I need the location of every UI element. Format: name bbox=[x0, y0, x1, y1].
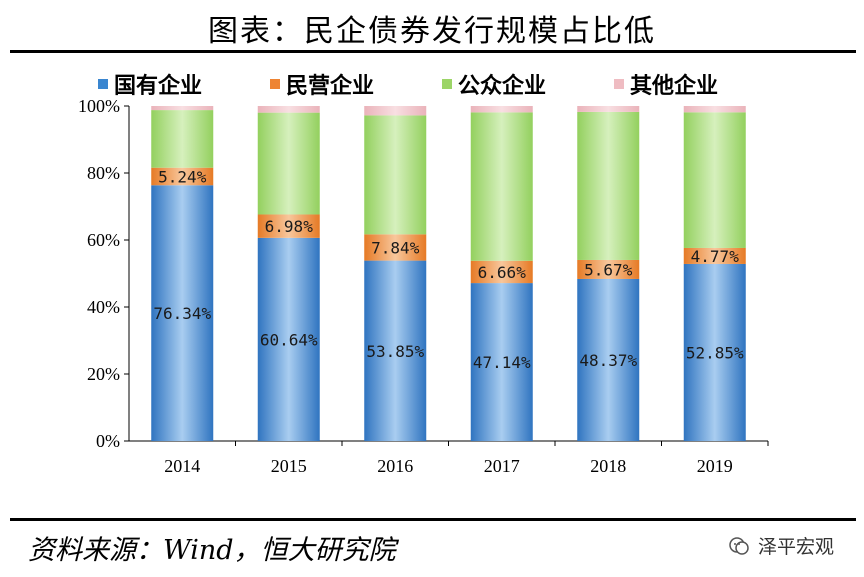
bar-segment-2 bbox=[151, 110, 214, 168]
legend-item-private: 民营企业 bbox=[270, 68, 442, 100]
y-tick-label: 60% bbox=[87, 230, 120, 250]
bar-segment-0 bbox=[151, 185, 214, 441]
data-label: 6.66% bbox=[478, 263, 527, 282]
legend-item-public: 公众企业 bbox=[442, 68, 614, 100]
y-tick-label: 80% bbox=[87, 163, 120, 183]
bar-segment-2 bbox=[683, 112, 746, 248]
legend-swatch-public bbox=[442, 79, 452, 89]
legend-item-soe: 国有企业 bbox=[98, 68, 270, 100]
bar-segment-0 bbox=[257, 237, 320, 441]
data-label: 60.64% bbox=[260, 330, 318, 349]
bar-segment-0 bbox=[683, 263, 746, 441]
y-tick-label: 0% bbox=[96, 431, 120, 451]
bars bbox=[151, 106, 746, 441]
data-label: 5.24% bbox=[158, 167, 207, 186]
watermark-text: 泽平宏观 bbox=[757, 536, 834, 558]
bar-segment-0 bbox=[470, 283, 533, 441]
data-label: 5.67% bbox=[584, 260, 633, 279]
data-labels: 76.34% 5.24% 60.64% 6.98% 53.85% 7.84% 47.14% 6… bbox=[153, 167, 744, 372]
data-label: 53.85% bbox=[366, 342, 424, 361]
bar-segment-1 bbox=[577, 259, 640, 279]
x-tick-label: 2014 bbox=[164, 456, 200, 476]
bar-segment-3 bbox=[364, 106, 427, 116]
bar-segment-2 bbox=[364, 115, 427, 235]
bar-segment-2 bbox=[577, 111, 640, 260]
bottom-divider bbox=[10, 518, 856, 521]
data-label: 76.34% bbox=[153, 304, 211, 323]
y-tick-label: 100% bbox=[78, 96, 120, 116]
data-label: 52.85% bbox=[686, 343, 744, 362]
bar-segment-3 bbox=[470, 106, 533, 113]
data-label: 48.37% bbox=[579, 351, 637, 370]
bar-segment-1 bbox=[683, 247, 746, 264]
bar-segment-1 bbox=[151, 167, 214, 186]
bar-segment-1 bbox=[257, 214, 320, 238]
source-note: 资料来源：Wind，恒大研究院 bbox=[28, 535, 396, 566]
x-tick-label: 2018 bbox=[590, 456, 626, 476]
bar-segment-3 bbox=[257, 106, 320, 113]
legend-label-public: 公众企业 bbox=[458, 74, 547, 99]
data-label: 47.14% bbox=[473, 353, 531, 372]
axes: 0% 20% 40% 60% 80% 100% 2014 2015 2016 2017 2018 20… bbox=[78, 96, 769, 476]
legend-label-other: 其他企业 bbox=[630, 74, 719, 99]
data-label: 4.77% bbox=[691, 247, 740, 266]
wechat-icon bbox=[729, 536, 749, 555]
bar-segment-3 bbox=[151, 106, 214, 111]
bar-segment-1 bbox=[470, 260, 533, 284]
top-divider bbox=[10, 50, 856, 53]
legend: 国有企业 民营企业 公众企业 其他企业 bbox=[98, 68, 786, 100]
watermark: 泽平宏观 bbox=[728, 532, 834, 559]
y-tick-label: 20% bbox=[87, 364, 120, 384]
x-tick-label: 2017 bbox=[484, 456, 520, 476]
page-title: 图表：民企债券发行规模占比低 bbox=[208, 14, 656, 49]
bar-segment-0 bbox=[577, 278, 640, 441]
legend-item-other: 其他企业 bbox=[614, 68, 786, 100]
bar-segment-0 bbox=[364, 260, 427, 441]
legend-swatch-private bbox=[270, 79, 280, 89]
bar-segment-3 bbox=[577, 106, 640, 112]
x-tick-label: 2015 bbox=[271, 456, 307, 476]
x-tick-label: 2019 bbox=[697, 456, 733, 476]
bar-segment-3 bbox=[683, 106, 746, 113]
bar-segment-2 bbox=[470, 112, 533, 261]
legend-label-soe: 国有企业 bbox=[114, 74, 203, 99]
y-tick-label: 40% bbox=[87, 297, 120, 317]
bar-segment-1 bbox=[364, 234, 427, 261]
legend-swatch-other bbox=[614, 79, 624, 89]
data-label: 6.98% bbox=[265, 217, 314, 236]
x-tick-label: 2016 bbox=[377, 456, 413, 476]
bar-segment-2 bbox=[257, 112, 320, 215]
data-label: 7.84% bbox=[371, 238, 420, 257]
legend-label-private: 民营企业 bbox=[286, 74, 375, 99]
legend-swatch-soe bbox=[98, 79, 108, 89]
